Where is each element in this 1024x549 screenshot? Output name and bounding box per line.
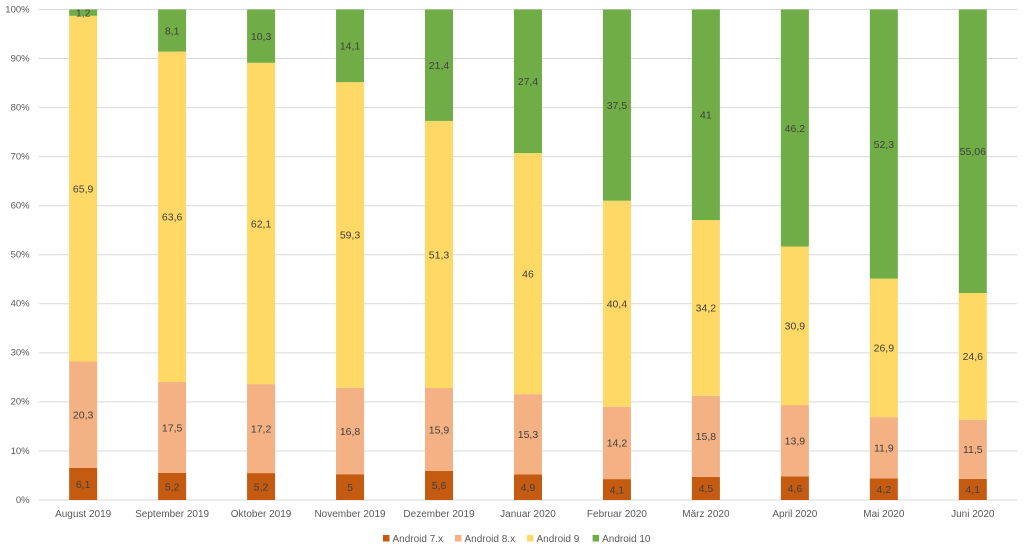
svg-text:65,9: 65,9 — [73, 183, 94, 195]
svg-text:46,2: 46,2 — [785, 123, 806, 135]
svg-text:34,2: 34,2 — [696, 303, 717, 315]
svg-text:17,2: 17,2 — [251, 423, 272, 435]
svg-text:70%: 70% — [11, 151, 31, 162]
svg-text:8,1: 8,1 — [165, 25, 180, 37]
svg-text:50%: 50% — [11, 250, 31, 261]
svg-text:20,3: 20,3 — [73, 410, 94, 422]
svg-text:August 2019: August 2019 — [55, 509, 112, 520]
svg-text:13,9: 13,9 — [785, 436, 806, 448]
svg-text:Oktober 2019: Oktober 2019 — [231, 509, 292, 520]
svg-text:37,5: 37,5 — [607, 100, 628, 112]
svg-text:März 2020: März 2020 — [682, 509, 730, 520]
svg-text:4,5: 4,5 — [699, 483, 714, 495]
svg-text:59,3: 59,3 — [340, 230, 361, 242]
svg-text:100%: 100% — [5, 4, 30, 15]
svg-text:51,3: 51,3 — [429, 249, 450, 261]
svg-text:Android 9: Android 9 — [537, 534, 580, 545]
svg-text:55,06: 55,06 — [960, 146, 986, 158]
svg-text:Februar 2020: Februar 2020 — [587, 509, 647, 520]
svg-text:0%: 0% — [16, 495, 30, 506]
svg-text:4,6: 4,6 — [788, 483, 803, 495]
svg-text:6,1: 6,1 — [76, 479, 91, 491]
svg-text:26,9: 26,9 — [874, 343, 895, 355]
svg-text:5,2: 5,2 — [165, 481, 180, 493]
svg-text:17,5: 17,5 — [162, 422, 183, 434]
svg-text:46: 46 — [522, 268, 534, 280]
svg-text:52,3: 52,3 — [874, 139, 895, 151]
svg-text:Mai 2020: Mai 2020 — [863, 509, 905, 520]
svg-text:30,9: 30,9 — [785, 321, 806, 333]
svg-text:5: 5 — [347, 482, 353, 494]
svg-text:11,5: 11,5 — [963, 444, 983, 456]
svg-text:Dezember 2019: Dezember 2019 — [403, 509, 475, 520]
svg-text:90%: 90% — [11, 53, 31, 64]
svg-text:24,6: 24,6 — [963, 351, 984, 363]
svg-text:15,9: 15,9 — [429, 424, 450, 436]
svg-text:21,4: 21,4 — [429, 60, 450, 72]
svg-text:5,2: 5,2 — [254, 481, 269, 493]
svg-text:10%: 10% — [11, 446, 31, 457]
svg-text:April 2020: April 2020 — [772, 509, 817, 520]
svg-text:September 2019: September 2019 — [135, 509, 209, 520]
svg-text:14,2: 14,2 — [607, 438, 628, 450]
svg-text:10,3: 10,3 — [251, 31, 272, 43]
svg-text:41: 41 — [700, 110, 712, 122]
svg-text:Januar 2020: Januar 2020 — [500, 509, 556, 520]
svg-text:16,8: 16,8 — [340, 426, 361, 438]
svg-text:5,6: 5,6 — [432, 480, 447, 492]
svg-text:4,2: 4,2 — [877, 484, 892, 496]
svg-text:30%: 30% — [11, 348, 31, 359]
svg-text:4,1: 4,1 — [610, 484, 625, 496]
svg-text:4,9: 4,9 — [521, 482, 536, 494]
svg-text:15,8: 15,8 — [696, 431, 717, 443]
svg-text:Android 10: Android 10 — [602, 534, 651, 545]
svg-text:63,6: 63,6 — [162, 212, 183, 224]
svg-text:4,1: 4,1 — [965, 484, 980, 496]
svg-text:27,4: 27,4 — [518, 76, 539, 88]
svg-text:Android 7.x: Android 7.x — [393, 534, 444, 545]
svg-text:60%: 60% — [11, 201, 31, 212]
svg-text:1,2: 1,2 — [76, 7, 91, 19]
svg-text:15,3: 15,3 — [518, 429, 539, 441]
svg-text:62,1: 62,1 — [251, 218, 272, 230]
svg-text:40,4: 40,4 — [607, 299, 628, 311]
svg-text:14,1: 14,1 — [340, 41, 361, 53]
svg-text:Juni 2020: Juni 2020 — [951, 509, 995, 520]
svg-text:11,9: 11,9 — [874, 443, 894, 455]
svg-text:Android 8.x: Android 8.x — [465, 534, 516, 545]
svg-text:40%: 40% — [11, 299, 31, 310]
svg-text:80%: 80% — [11, 102, 31, 113]
svg-text:20%: 20% — [11, 397, 31, 408]
svg-text:November 2019: November 2019 — [314, 509, 386, 520]
